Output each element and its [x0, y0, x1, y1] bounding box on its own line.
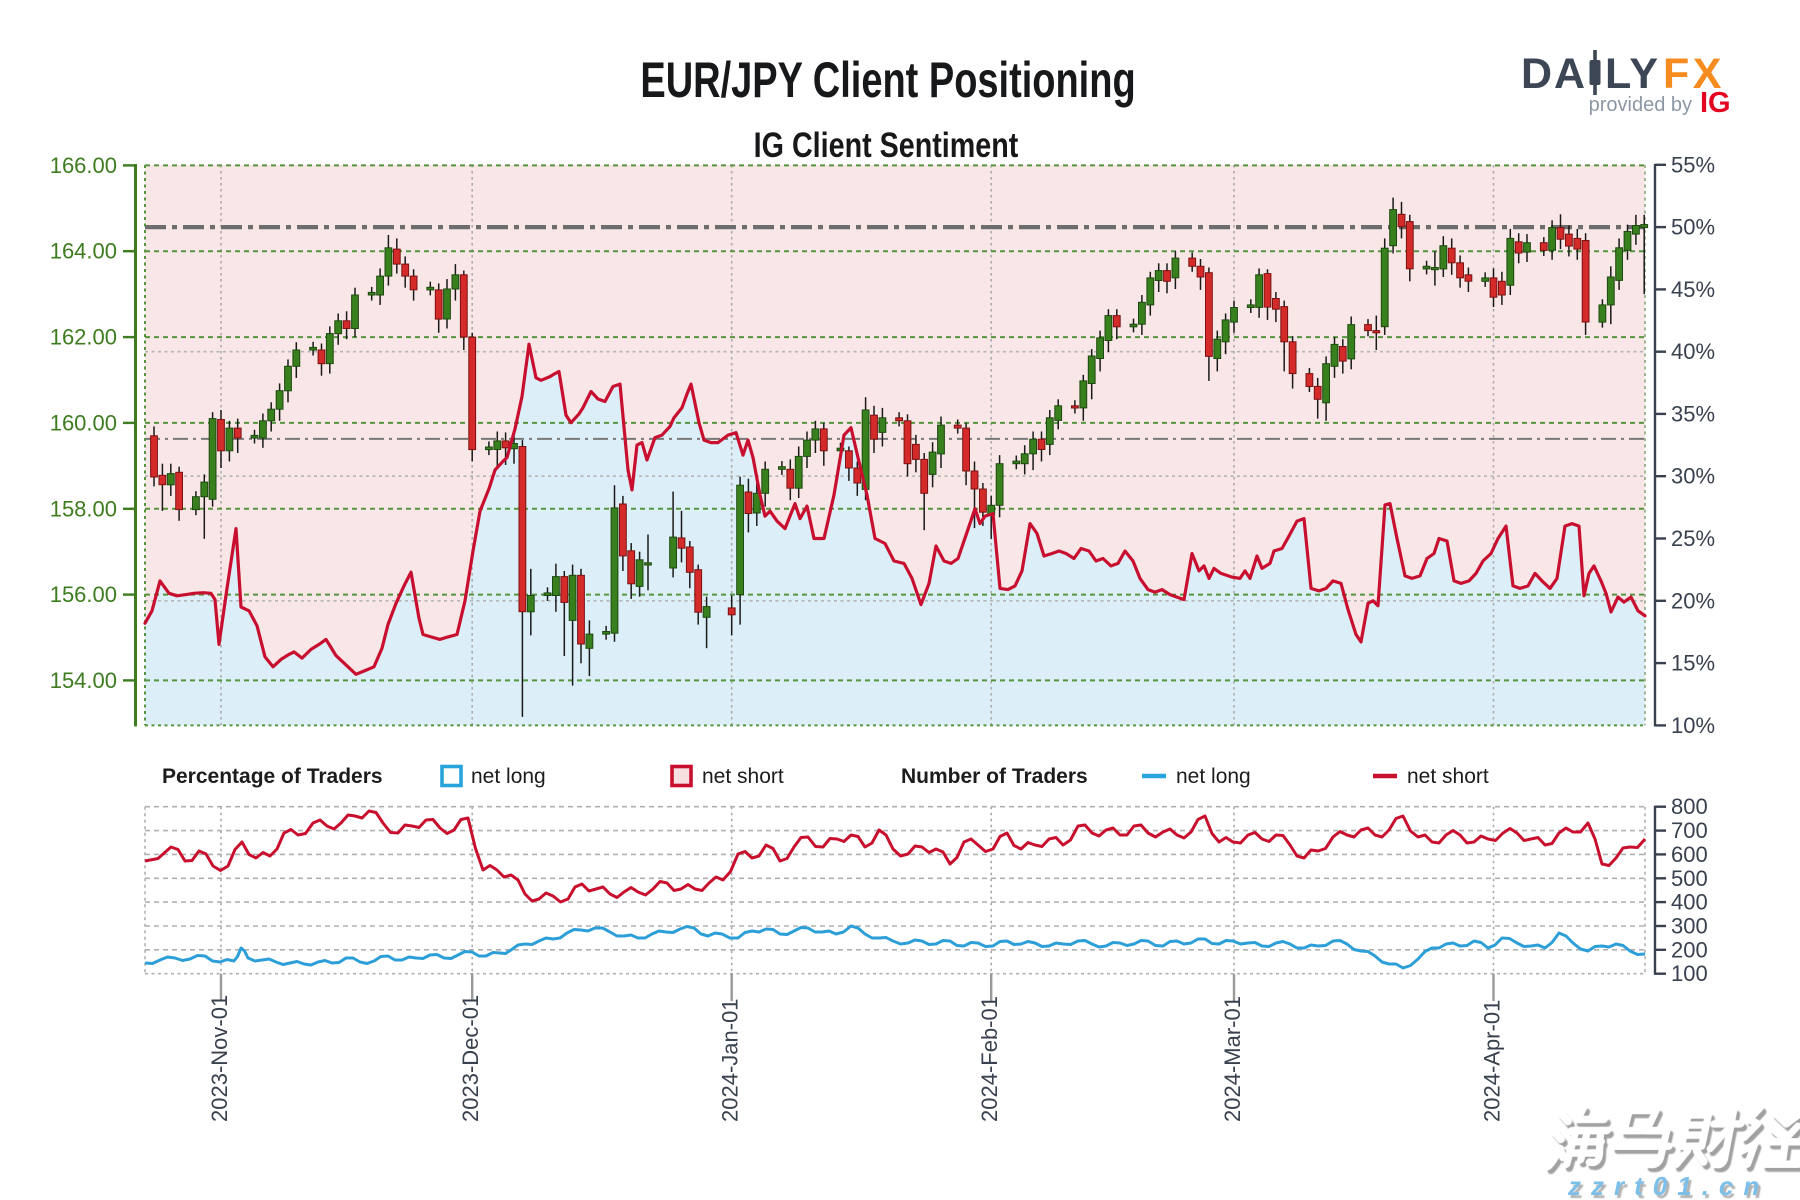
svg-text:800: 800: [1671, 794, 1708, 819]
svg-text:FX: FX: [1663, 50, 1725, 98]
svg-text:20%: 20%: [1671, 588, 1715, 613]
svg-text:700: 700: [1671, 818, 1708, 843]
svg-text:55%: 55%: [1671, 152, 1715, 177]
svg-text:500: 500: [1671, 866, 1708, 891]
svg-text:50%: 50%: [1671, 215, 1715, 240]
svg-text:Number of Traders: Number of Traders: [901, 765, 1088, 788]
svg-text:net long: net long: [471, 765, 546, 788]
svg-text:IG: IG: [1700, 87, 1731, 119]
svg-text:net long: net long: [1176, 765, 1251, 788]
svg-text:164.00: 164.00: [50, 239, 117, 264]
svg-text:net short: net short: [702, 765, 784, 788]
svg-text:40%: 40%: [1671, 339, 1715, 364]
svg-text:35%: 35%: [1671, 401, 1715, 426]
svg-text:2023-Nov-01: 2023-Nov-01: [207, 995, 232, 1122]
svg-text:100: 100: [1671, 961, 1708, 986]
svg-text:LY: LY: [1605, 50, 1660, 98]
svg-text:Percentage of Traders: Percentage of Traders: [162, 765, 383, 788]
svg-text:IG Client Sentiment: IG Client Sentiment: [754, 125, 1019, 164]
svg-text:45%: 45%: [1671, 277, 1715, 302]
svg-text:30%: 30%: [1671, 464, 1715, 489]
svg-text:2024-Apr-01: 2024-Apr-01: [1480, 1000, 1505, 1122]
svg-text:2023-Dec-01: 2023-Dec-01: [458, 995, 483, 1122]
svg-text:provided by: provided by: [1589, 94, 1692, 116]
svg-text:25%: 25%: [1671, 526, 1715, 551]
svg-text:net short: net short: [1407, 765, 1489, 788]
svg-text:600: 600: [1671, 842, 1708, 867]
svg-text:166.00: 166.00: [50, 153, 117, 178]
svg-text:400: 400: [1671, 890, 1708, 915]
svg-text:158.00: 158.00: [50, 496, 117, 521]
svg-text:2024-Feb-01: 2024-Feb-01: [977, 996, 1002, 1122]
svg-text:zzrt01.cn: zzrt01.cn: [1567, 1171, 1769, 1200]
svg-text:154.00: 154.00: [50, 668, 117, 693]
svg-text:200: 200: [1671, 937, 1708, 962]
svg-text:DA: DA: [1521, 50, 1587, 98]
svg-text:156.00: 156.00: [50, 582, 117, 607]
svg-text:162.00: 162.00: [50, 325, 117, 350]
svg-text:2024-Mar-01: 2024-Mar-01: [1220, 996, 1245, 1122]
svg-text:300: 300: [1671, 914, 1708, 939]
svg-text:15%: 15%: [1671, 651, 1715, 676]
svg-text:2024-Jan-01: 2024-Jan-01: [718, 998, 743, 1122]
svg-text:EUR/JPY Client Positioning: EUR/JPY Client Positioning: [640, 53, 1135, 108]
svg-text:160.00: 160.00: [50, 410, 117, 435]
svg-text:10%: 10%: [1671, 713, 1715, 738]
